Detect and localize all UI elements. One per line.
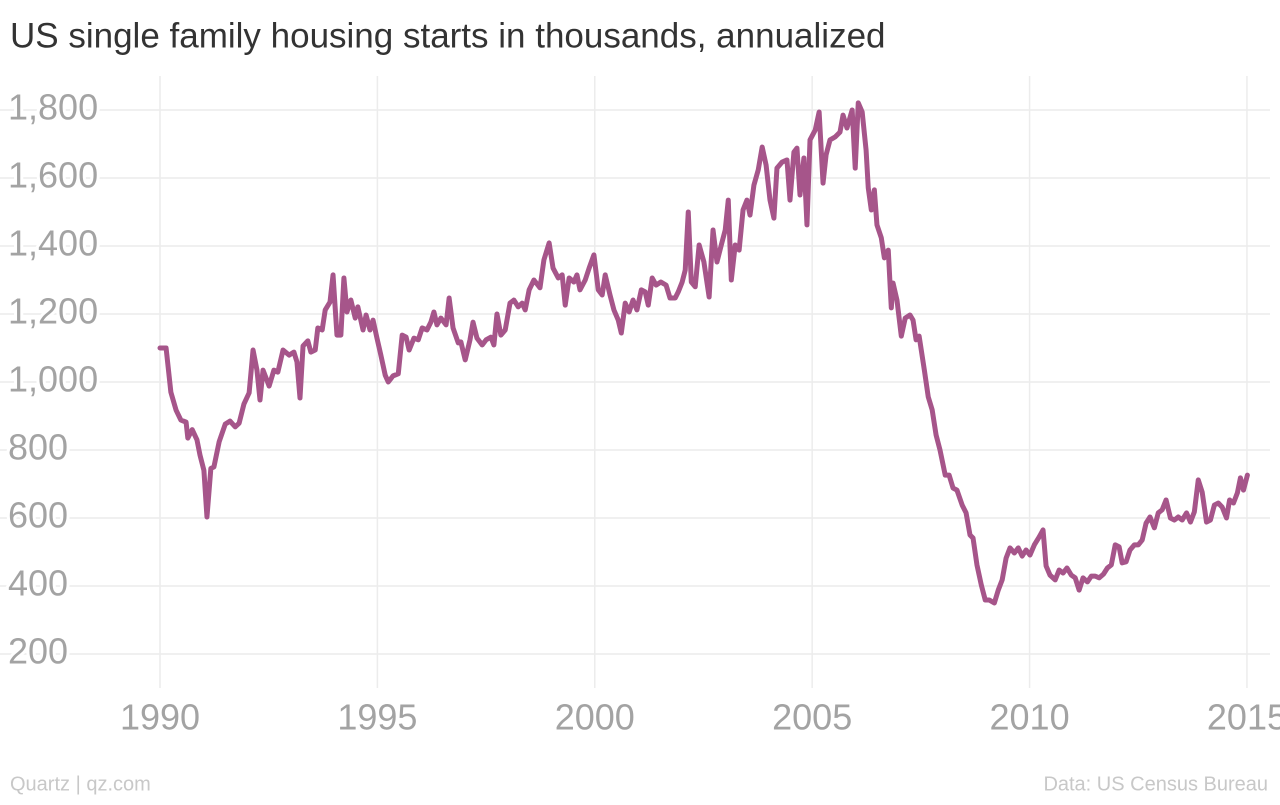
y-tick-label: 400 [8, 563, 68, 604]
plot [157, 100, 1250, 606]
grid [0, 76, 1270, 688]
y-tick-label: 1,600 [8, 155, 98, 196]
y-tick-label: 200 [8, 631, 68, 672]
x-tick-label: 2000 [555, 697, 635, 738]
y-tick-label: 1,200 [8, 291, 98, 332]
x-tick-label: 2010 [990, 697, 1070, 738]
x-tick-label: 2005 [772, 697, 852, 738]
chart-title: US single family housing starts in thous… [10, 16, 886, 55]
line-series [157, 100, 1250, 606]
y-tick-label: 1,000 [8, 359, 98, 400]
credit: Quartz | qz.com [10, 773, 151, 795]
x-tick-label: 1995 [337, 697, 417, 738]
source: Data: US Census Bureau [1043, 773, 1268, 795]
y-tick-label: 1,400 [8, 223, 98, 264]
y-tick-label: 1,800 [8, 87, 98, 128]
y-tick-label: 600 [8, 495, 68, 536]
x-tick-label: 2015 [1207, 697, 1280, 738]
y-tick-label: 800 [8, 427, 68, 468]
x-tick-label: 1990 [120, 697, 200, 738]
labels: 200 400 600 800 1,000 1,200 1,400 1,600 1,800 199… [5, 84, 1280, 738]
